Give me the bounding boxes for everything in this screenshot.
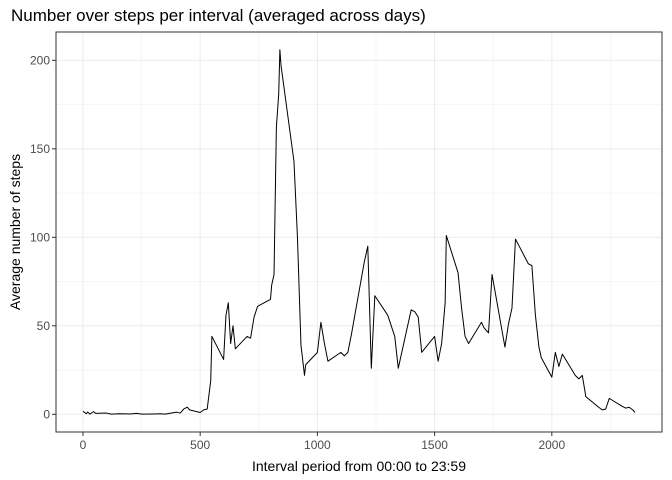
y-axis-label: Average number of steps — [7, 154, 23, 310]
y-tick-label: 100 — [30, 230, 50, 244]
x-tick-label: 0 — [80, 438, 87, 452]
y-tick-label: 50 — [37, 319, 51, 333]
series-line — [82, 49, 636, 415]
panel-border — [55, 31, 663, 433]
y-axis-ticks: 0 50 100 150 200 — [30, 53, 56, 421]
x-axis-ticks: 0 500 1000 1500 2000 — [80, 432, 565, 452]
series-layer — [82, 49, 636, 415]
x-axis-label: Interval period from 00:00 to 23:59 — [252, 458, 466, 474]
grid-minor — [56, 32, 662, 432]
y-tick-label: 150 — [30, 142, 50, 156]
x-tick-label: 1500 — [421, 438, 448, 452]
y-tick-label: 0 — [43, 407, 50, 421]
x-tick-label: 2000 — [538, 438, 565, 452]
x-tick-label: 500 — [190, 438, 210, 452]
chart-title: Number over steps per interval (averaged… — [11, 6, 426, 25]
grid-major — [56, 32, 662, 432]
x-tick-label: 1000 — [304, 438, 331, 452]
y-tick-label: 200 — [30, 53, 50, 67]
